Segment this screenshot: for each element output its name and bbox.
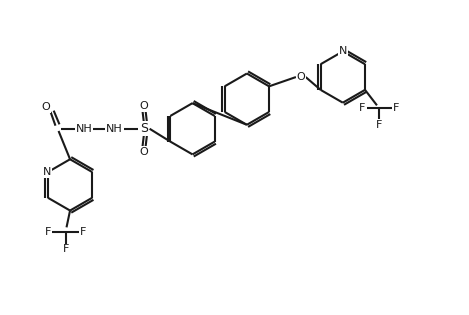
Text: F: F: [45, 227, 51, 237]
Text: O: O: [139, 101, 148, 111]
Text: F: F: [62, 244, 69, 255]
Text: F: F: [393, 103, 399, 113]
Text: O: O: [41, 102, 50, 112]
Text: F: F: [376, 120, 382, 130]
Text: N: N: [43, 167, 51, 177]
Text: O: O: [296, 72, 305, 82]
Text: N: N: [339, 46, 347, 56]
Text: NH: NH: [76, 124, 92, 134]
Text: O: O: [139, 147, 148, 157]
Text: F: F: [80, 227, 86, 237]
Text: NH: NH: [106, 124, 122, 134]
Text: F: F: [359, 103, 365, 113]
Text: S: S: [140, 122, 148, 135]
